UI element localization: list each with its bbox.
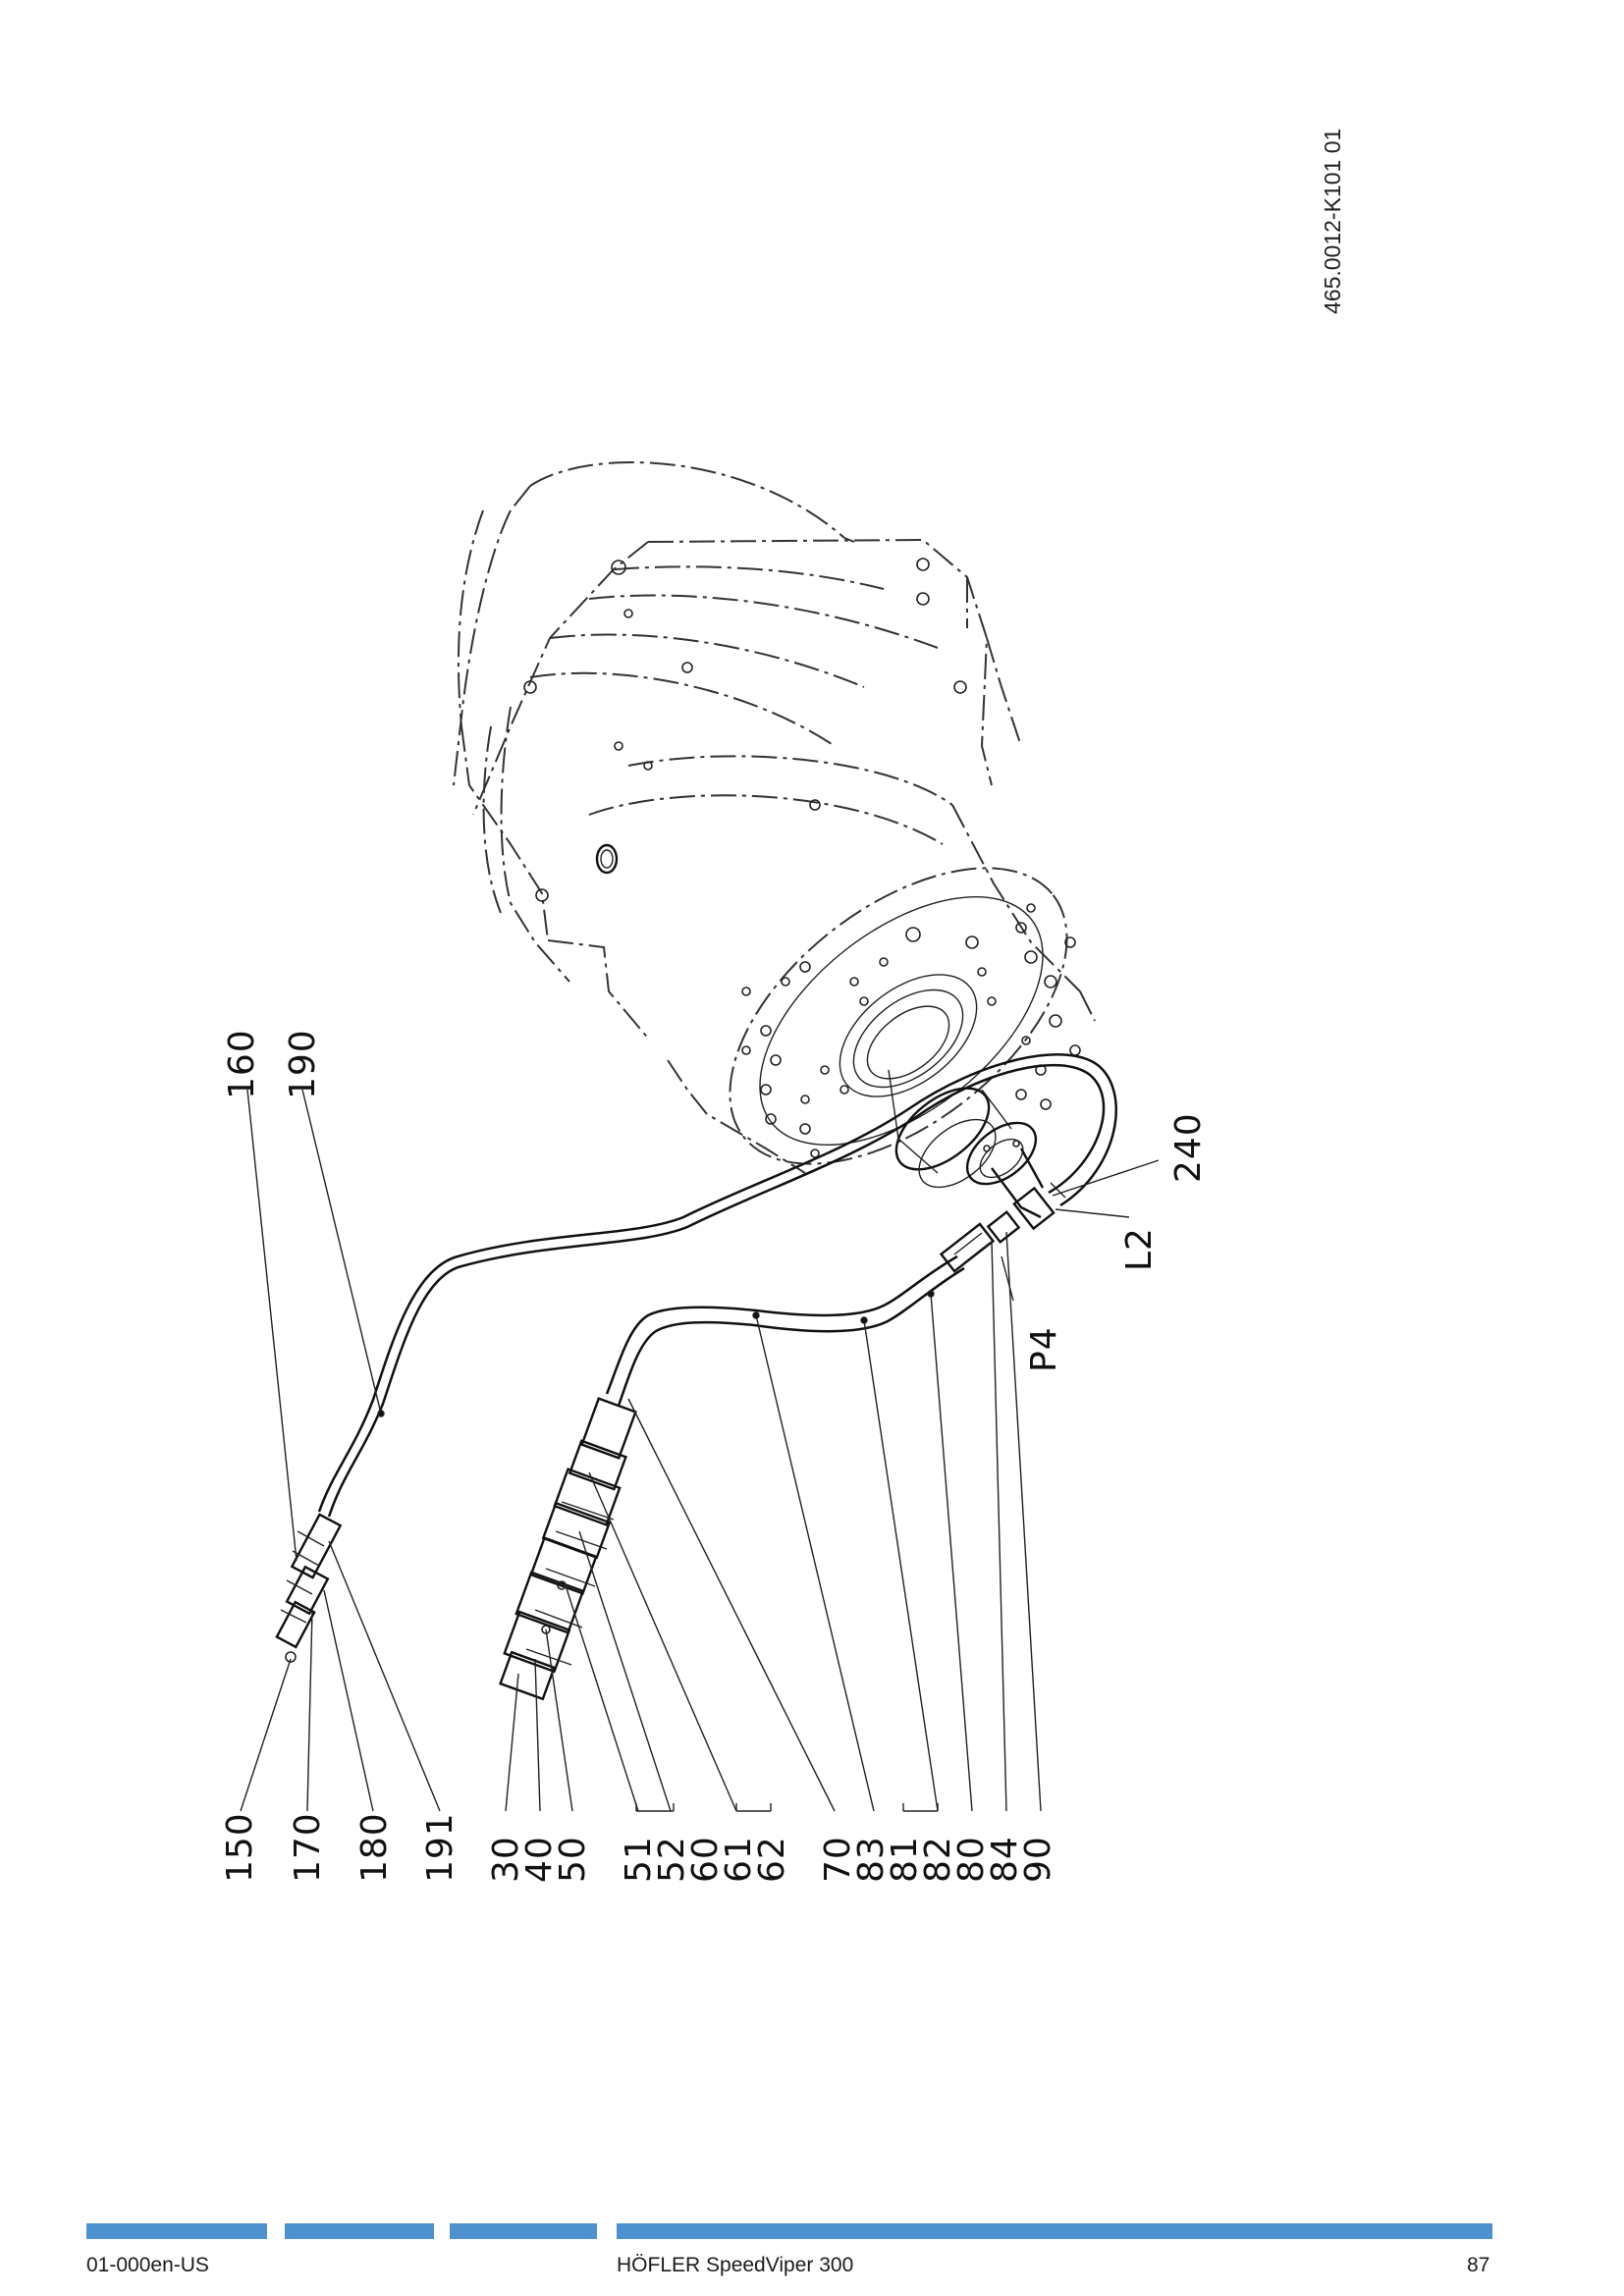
footer-product-name: HÖFLER SpeedViper 300 — [617, 2254, 854, 2276]
callout-60: 60 — [685, 1836, 726, 1883]
callout-P4: P4 — [1024, 1326, 1064, 1372]
callout-191: 191 — [420, 1812, 460, 1883]
callout-81: 81 — [885, 1836, 925, 1883]
motor-body-outline — [453, 461, 1096, 1174]
footer-bar-segment-1 — [86, 2223, 267, 2239]
callout-160: 160 — [222, 1029, 262, 1099]
footer-page-number: 87 — [1467, 2254, 1490, 2276]
callout-82: 82 — [918, 1836, 958, 1883]
callout-240: 240 — [1168, 1112, 1209, 1183]
callout-61: 61 — [719, 1836, 759, 1883]
hose-lower — [499, 1182, 1066, 1701]
callout-150: 150 — [220, 1812, 260, 1883]
motor-front-face — [741, 903, 1081, 1219]
callout-L2: L2 — [1119, 1227, 1160, 1271]
callout-40: 40 — [519, 1836, 560, 1883]
callout-30: 30 — [486, 1836, 526, 1883]
callout-52: 52 — [652, 1836, 692, 1883]
callout-70: 70 — [818, 1836, 858, 1883]
callout-80: 80 — [951, 1836, 992, 1883]
callouts-bottom: 150 170 180 191 30 40 50 51 52 60 61 62 … — [220, 1812, 1058, 1883]
footer-bar-segment-4 — [617, 2223, 1492, 2239]
callout-51: 51 — [619, 1836, 659, 1883]
hose-upper — [275, 1053, 1117, 1663]
callout-84: 84 — [985, 1836, 1025, 1883]
callout-170: 170 — [288, 1812, 328, 1883]
callout-180: 180 — [354, 1812, 395, 1883]
callout-190: 190 — [283, 1029, 323, 1099]
callout-83: 83 — [851, 1836, 892, 1883]
callout-90: 90 — [1018, 1836, 1058, 1883]
footer-bar-segment-2 — [285, 2223, 434, 2239]
flange-holes — [523, 558, 967, 902]
footer-bar-segment-3 — [450, 2223, 597, 2239]
drawing-number: 465.0012-K101 01 — [1320, 129, 1345, 314]
leader-lines — [240, 1089, 1160, 1812]
callout-62: 62 — [752, 1836, 792, 1883]
callouts-top: 160 190 240 L2 P4 — [222, 1029, 1209, 1372]
callout-50: 50 — [553, 1836, 593, 1883]
footer-doc-code: 01-000en-US — [86, 2254, 209, 2276]
